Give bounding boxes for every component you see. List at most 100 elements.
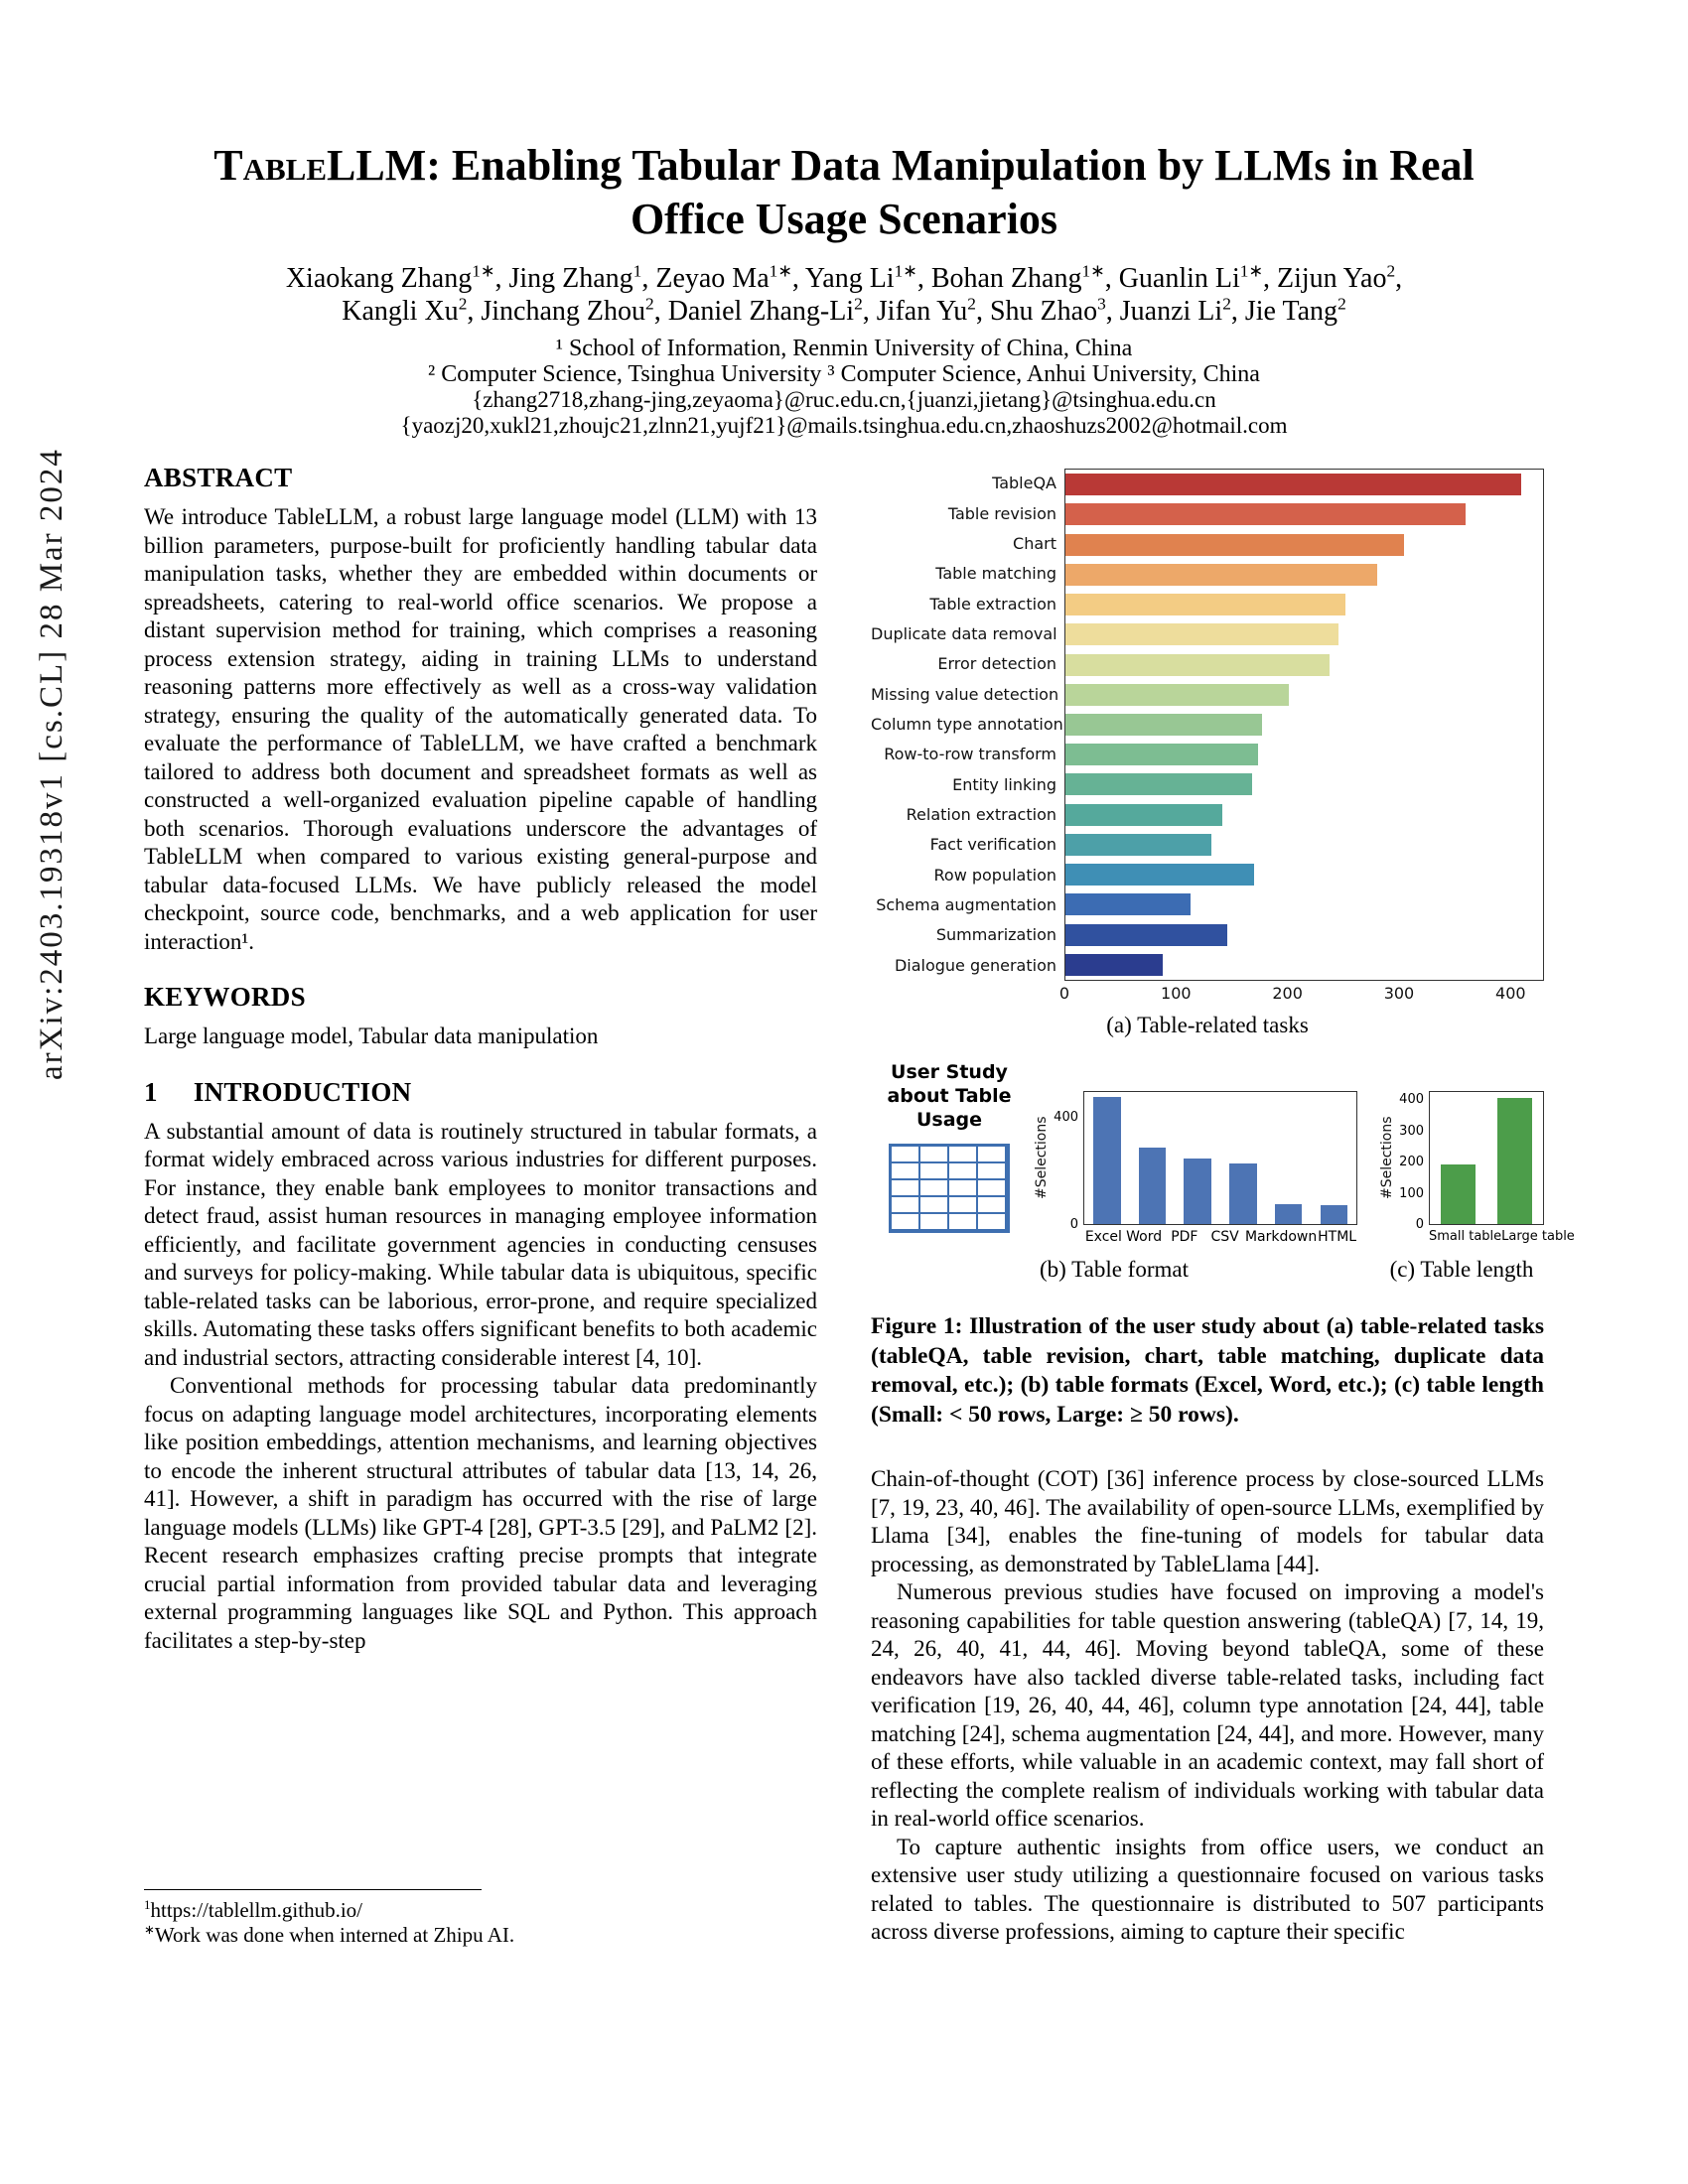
- chart-a-bar: [1065, 713, 1262, 736]
- chart-a-bar-row: [1065, 713, 1543, 737]
- chart-b-bar: [1320, 1205, 1347, 1224]
- chart-c-ytick-label: 300: [1399, 1123, 1424, 1139]
- chart-b-bar: [1229, 1163, 1257, 1224]
- chart-b-bar-slot: [1311, 1092, 1356, 1224]
- chart-a-category-label: Table revision: [947, 503, 1056, 523]
- chart-a-plot: [1064, 469, 1544, 981]
- table-icon: [889, 1144, 1010, 1233]
- chart-a-category-label: Fact verification: [929, 835, 1056, 855]
- chart-a-bar-row: [1065, 863, 1543, 887]
- right-paragraph-1: Chain-of-thought (COT) [36] inference pr…: [871, 1466, 1544, 1576]
- chart-a-bar: [1065, 623, 1339, 646]
- chart-a-caption: (a) Table-related tasks: [1106, 1013, 1309, 1037]
- chart-a-category-label: Relation extraction: [906, 804, 1056, 824]
- author-superscript: 2: [1337, 294, 1346, 314]
- chart-a-bar: [1065, 503, 1466, 526]
- figure-1: TableQA Table revision Chart Table matching…: [871, 469, 1575, 1430]
- chart-c: #Selections 0 100 200 300 400 Small table Lar…: [1379, 1091, 1575, 1249]
- author-superscript: 2: [645, 294, 654, 314]
- chart-a-xtick-label: 100: [1161, 984, 1192, 1003]
- chart-a-bar: [1065, 773, 1252, 796]
- chart-c-ylabel: #Selections: [1379, 1116, 1395, 1200]
- author-superscript: 2: [1386, 261, 1396, 281]
- chart-c-ytick-label: 100: [1399, 1185, 1424, 1201]
- chart-a-category-label: Table extraction: [929, 594, 1056, 614]
- user-study-label: User Study about Table Usage: [887, 1061, 1012, 1131]
- chart-c-caption: (c) Table length: [1389, 1257, 1534, 1282]
- chart-a-bar: [1065, 683, 1289, 706]
- chart-b-bar-slot: [1084, 1092, 1130, 1224]
- chart-b-plot: [1083, 1091, 1357, 1225]
- title-line-1: TableLLM: Enabling Tabular Data Manipula…: [213, 141, 1474, 190]
- chart-c-body: Small table Large table: [1429, 1091, 1575, 1249]
- chart-b-xtick-label: Excel: [1084, 1229, 1122, 1245]
- chart-a-category-label: Row population: [933, 865, 1057, 885]
- two-column-body: ABSTRACT We introduce TableLLM, a robust…: [144, 459, 1575, 1948]
- footnote: ∗Work was done when interned at Zhipu AI…: [144, 1922, 515, 1947]
- chart-b-bar: [1274, 1203, 1303, 1224]
- chart-b-bar-slot: [1220, 1092, 1266, 1224]
- chart-b: #Selections 0 400 Excel Word PDF CSV Markdown…: [1034, 1091, 1357, 1249]
- title-line-2: Office Usage Scenarios: [630, 195, 1058, 243]
- introduction-paragraph-2: Conventional methods for processing tabu…: [144, 1373, 817, 1653]
- chart-a-category-label: Error detection: [937, 654, 1056, 674]
- chart-a-bar: [1065, 594, 1345, 616]
- chart-a-bar: [1065, 563, 1378, 586]
- title-rest: : Enabling Tabular Data Manipulation by …: [426, 141, 1475, 190]
- chart-b-yticks: 0 400: [1050, 1091, 1083, 1232]
- chart-a-bar-row: [1065, 473, 1543, 496]
- chart-c-bar-slot: [1486, 1092, 1543, 1224]
- affiliation-line: ² Computer Science, Tsinghua University …: [428, 361, 1260, 387]
- authors-block: Xiaokang Zhang1∗, Jing Zhang1, Zeyao Ma1…: [0, 262, 1688, 328]
- section-title: INTRODUCTION: [193, 1076, 412, 1107]
- paper-title: TableLLM: Enabling Tabular Data Manipula…: [0, 139, 1688, 246]
- chart-b-ytick-label: 0: [1069, 1217, 1078, 1232]
- chart-c-group: #Selections 0 100 200 300 400 Small table Lar…: [1379, 1091, 1575, 1283]
- author-line-2: Kangli Xu2, Jinchang Zhou2, Daniel Zhang…: [342, 294, 1346, 327]
- chart-a-category-label: Missing value detection: [871, 684, 1059, 704]
- chart-b-xtick-label: Word: [1126, 1229, 1163, 1245]
- chart-a-bar-row: [1065, 803, 1543, 827]
- section-number: 1: [144, 1076, 158, 1107]
- chart-c-bar-slot: [1430, 1092, 1486, 1224]
- chart-a-category-label: Dialogue generation: [894, 955, 1056, 975]
- chart-a-category-label: Chart: [1013, 533, 1056, 553]
- chart-a-bar-row: [1065, 683, 1543, 707]
- chart-a-bar: [1065, 833, 1211, 856]
- introduction-paragraph-1: A substantial amount of data is routinel…: [144, 1118, 817, 1370]
- user-study-annotation: User Study about Table Usage: [871, 1060, 1028, 1233]
- chart-b-bar: [1093, 1097, 1121, 1224]
- chart-a-bar: [1065, 864, 1255, 887]
- chart-a-category-label: Entity linking: [952, 774, 1056, 794]
- author-superscript: 2: [458, 294, 468, 314]
- right-paragraph-2: Numerous previous studies have focused o…: [871, 1579, 1544, 1831]
- chart-b-caption: (b) Table format: [1040, 1257, 1189, 1282]
- chart-a-category-label: TableQA: [992, 474, 1056, 493]
- chart-a-category-label: Table matching: [935, 564, 1056, 584]
- paper-page: arXiv:2403.19318v1 [cs.CL] 28 Mar 2024 T…: [0, 139, 1688, 1948]
- chart-b-bar-slot: [1175, 1092, 1220, 1224]
- chart-c-ytick-label: 200: [1399, 1155, 1424, 1170]
- chart-c-yticks: 0 100 200 300 400: [1395, 1091, 1429, 1232]
- chart-b-bar: [1184, 1158, 1211, 1224]
- chart-a-bar-row: [1065, 533, 1543, 557]
- right-paragraph-3: To capture authentic insights from offic…: [871, 1834, 1544, 1945]
- chart-a-category-label: Column type annotation: [871, 714, 1063, 734]
- chart-a-bar: [1065, 953, 1164, 976]
- affiliations-block: ¹ School of Information, Renmin Universi…: [0, 336, 1688, 439]
- right-column: TableQA Table revision Chart Table matching…: [871, 459, 1575, 1948]
- footnote: 1https://tablellm.github.io/: [144, 1897, 363, 1922]
- chart-c-plot: [1429, 1091, 1544, 1225]
- figure-1-caption: Figure 1: Illustration of the user study…: [871, 1313, 1544, 1428]
- chart-a-xticks: 0 100 200 300 400: [1059, 981, 1544, 1005]
- chart-a-tasks: TableQA Table revision Chart Table matching…: [871, 469, 1544, 981]
- chart-a-xtick-label: 400: [1495, 984, 1526, 1003]
- author-superscript: 1∗: [1239, 261, 1264, 281]
- chart-b-xtick-label: Markdown: [1244, 1229, 1318, 1245]
- chart-b-body: Excel Word PDF CSV Markdown HTML: [1083, 1091, 1357, 1249]
- title-brand: TableLLM: [213, 141, 427, 190]
- chart-c-bar: [1441, 1164, 1476, 1224]
- chart-b-ytick-label: 400: [1054, 1110, 1078, 1125]
- footnotes: 1https://tablellm.github.io/∗Work was do…: [144, 1879, 817, 1948]
- chart-a-bar-row: [1065, 833, 1543, 857]
